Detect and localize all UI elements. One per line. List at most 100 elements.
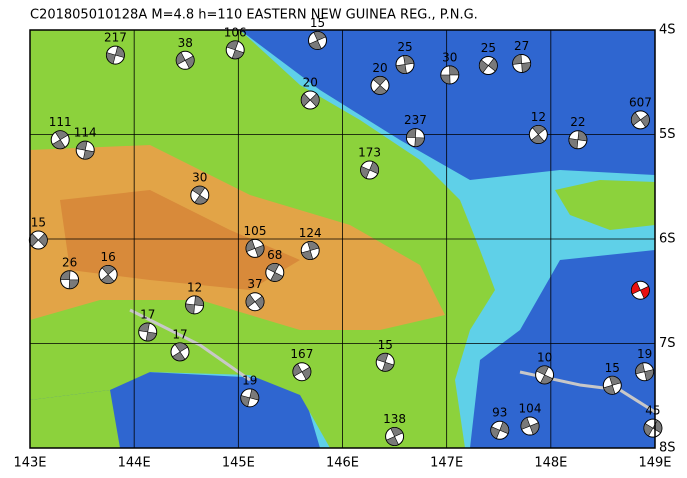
depth-label: 12 — [187, 280, 202, 294]
focal-mechanism — [405, 128, 425, 148]
x-tick-label: 147E — [430, 456, 463, 471]
ball-quadrant — [635, 362, 654, 381]
ball-quadrant — [185, 295, 204, 315]
depth-label: 15 — [31, 216, 46, 230]
ball-quadrant — [300, 93, 320, 108]
x-tick-label: 146E — [326, 456, 359, 471]
focal-mechanism — [602, 375, 622, 395]
depth-label: 10 — [537, 350, 552, 364]
focal-mechanism — [105, 45, 125, 65]
y-tick-label: 4S — [659, 23, 676, 38]
ball-quadrant — [100, 265, 116, 284]
ball-quadrant — [631, 112, 650, 128]
focal-mechanism — [240, 388, 260, 408]
events: 15 26 16 12 37 17 17 19 167 15 138 93 104 10 15 45 19 30 2… — [28, 16, 663, 447]
focal-mechanism — [170, 342, 190, 362]
ball-quadrant — [376, 353, 395, 372]
depth-label: 45 — [645, 404, 660, 418]
depth-label: 167 — [290, 347, 313, 361]
title: C201805010128A M=4.8 h=110 EASTERN NEW G… — [30, 8, 478, 23]
depth-label: 38 — [178, 36, 193, 50]
focal-mechanism — [98, 265, 118, 285]
focal-mechanism — [245, 238, 265, 258]
focal-mechanism — [385, 427, 405, 447]
ball-quadrant — [106, 46, 125, 65]
ball-quadrant — [266, 263, 284, 282]
ball-quadrant — [60, 270, 79, 290]
y-tick-label: 7S — [659, 336, 676, 351]
focal-mechanism — [190, 185, 210, 205]
focal-mechanism — [175, 50, 195, 70]
ball-quadrant — [301, 241, 320, 260]
ball-quadrant — [245, 293, 265, 310]
depth-label: 30 — [192, 171, 207, 185]
focal-mechanism — [512, 53, 532, 73]
depth-label: 17 — [172, 327, 187, 341]
depth-label: 15 — [605, 361, 620, 375]
depth-label: 20 — [303, 76, 318, 90]
ball-quadrant — [395, 55, 415, 74]
frame — [29, 29, 656, 449]
ball-quadrant — [360, 161, 379, 179]
ball-quadrant — [191, 185, 208, 205]
focal-mechanism — [395, 54, 415, 74]
depth-label: 26 — [62, 255, 77, 269]
depth-label: 138 — [383, 412, 406, 426]
focal-mechanism — [360, 160, 380, 180]
depth-label: 15 — [310, 16, 325, 30]
ball-quadrant — [603, 375, 622, 395]
x-tick-label: 149E — [638, 456, 671, 471]
ball-quadrant — [406, 128, 425, 147]
ball-quadrant — [292, 363, 312, 381]
ball-quadrant — [226, 40, 245, 60]
depth-label: 20 — [372, 61, 387, 75]
depth-label: 22 — [570, 115, 585, 129]
depth-label: 27 — [514, 39, 529, 53]
depth-label: 30 — [442, 50, 457, 64]
focal-mechanism — [535, 365, 555, 385]
depth-label: 106 — [224, 25, 247, 39]
depth-label: 15 — [378, 338, 393, 352]
ball-quadrant — [512, 54, 531, 73]
focal-mechanism — [490, 420, 510, 440]
depth-label: 12 — [531, 110, 546, 124]
depth-label: 25 — [397, 40, 412, 54]
depth-label: 124 — [299, 226, 322, 240]
depth-label: 237 — [404, 113, 427, 127]
focal-mechanism — [520, 416, 540, 436]
ball-quadrant — [643, 419, 663, 437]
focal-mechanism — [478, 56, 498, 76]
x-tick-label: 143E — [13, 456, 46, 471]
focal-mechanism — [528, 125, 548, 144]
ball-quadrant — [490, 421, 510, 439]
focal-mechanism — [643, 418, 663, 438]
ball-quadrant — [568, 130, 588, 150]
ball-quadrant — [440, 65, 460, 85]
focal-mechanism — [245, 292, 265, 312]
depth-label: 37 — [247, 277, 262, 291]
depth-label: 173 — [358, 146, 381, 160]
ball-quadrant — [372, 76, 388, 95]
x-tick-label: 144E — [118, 456, 151, 471]
ball-quadrant — [479, 57, 498, 74]
depth-label: 68 — [267, 248, 282, 262]
ball-quadrant — [52, 130, 69, 150]
focal-mechanism — [370, 75, 390, 95]
depth-label: 111 — [49, 115, 72, 129]
y-tick-label: 6S — [659, 232, 676, 247]
focal-mechanism — [308, 30, 327, 50]
ball-quadrant — [631, 281, 650, 299]
x-tick-label: 148E — [534, 456, 567, 471]
depth-label: 16 — [100, 250, 115, 264]
focal-mechanism — [630, 110, 650, 130]
ball-quadrant — [240, 388, 260, 407]
ball-quadrant — [520, 417, 540, 435]
depth-label: 104 — [519, 402, 542, 416]
focal-mechanism — [300, 90, 320, 110]
focal-mechanism — [568, 130, 588, 150]
ball-quadrant — [171, 342, 189, 362]
focal-mechanism — [75, 140, 95, 160]
focal-mechanism — [375, 352, 395, 372]
ball-quadrant — [530, 125, 546, 144]
